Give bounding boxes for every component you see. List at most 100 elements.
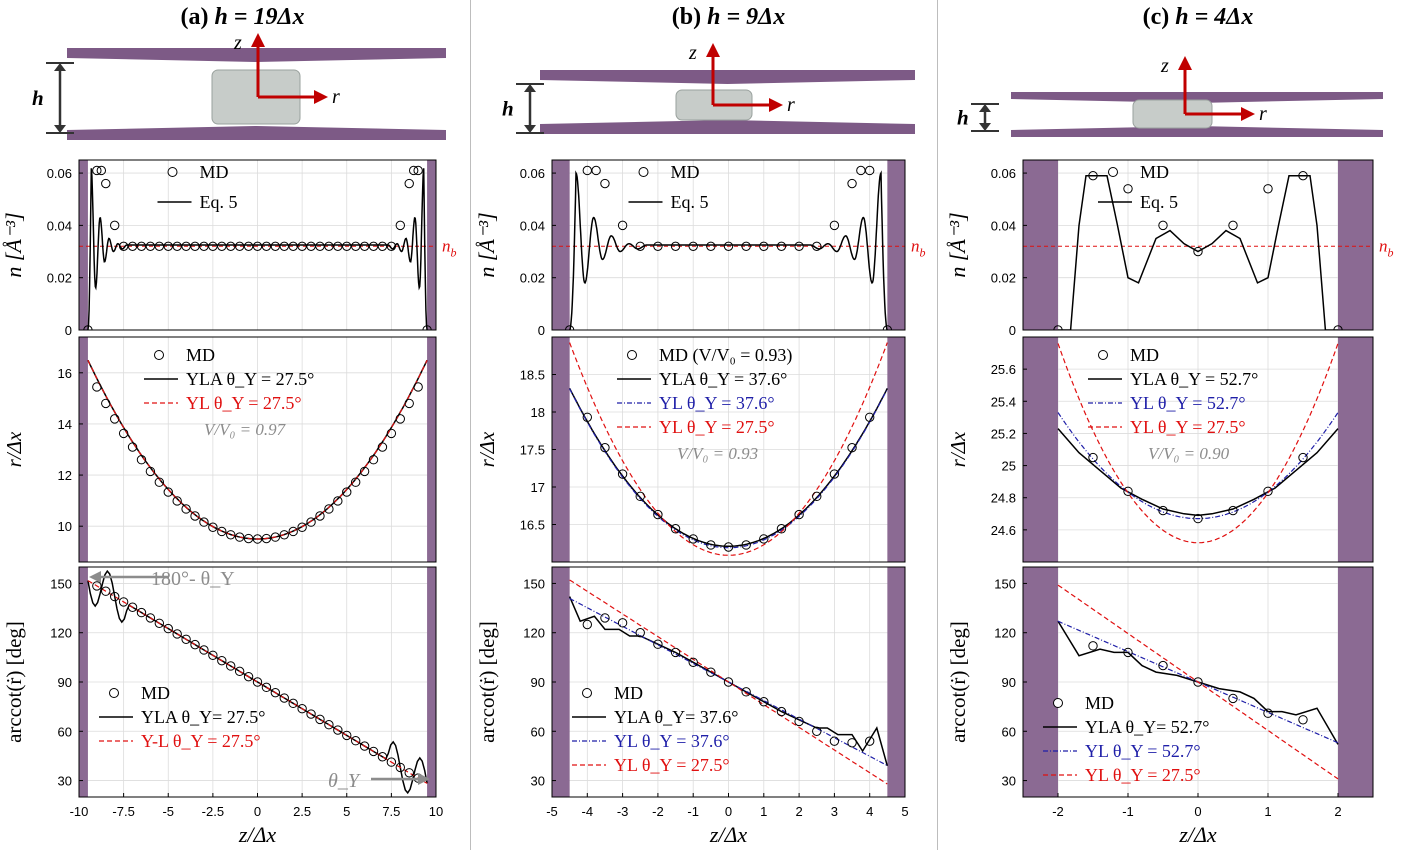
series-line-eq-5: [87, 168, 428, 330]
legend-label: Eq. 5: [671, 192, 709, 212]
legend-label: MD (V/V₀ = 0.93): [659, 345, 792, 366]
md-data-point: [226, 241, 236, 252]
solid-wall-left: [1023, 160, 1058, 330]
md-data-point: [163, 487, 173, 497]
md-data-point: [279, 693, 289, 703]
y-tick-label: 120: [523, 626, 545, 641]
md-data-point: [404, 768, 414, 778]
legend-marker-md: [109, 688, 119, 698]
md-data-point: [617, 220, 628, 231]
y-tick-label: 30: [58, 774, 72, 789]
md-data-point: [270, 532, 281, 542]
legend: MD Eq. 5: [157, 162, 238, 212]
solid-wall-right: [1338, 567, 1373, 797]
md-data-point: [741, 540, 751, 550]
nb-label-base: n: [911, 236, 920, 255]
md-data-point: [1158, 660, 1168, 671]
y-tick-label: 90: [58, 675, 72, 690]
md-data-point: [199, 645, 209, 655]
x-tick-label: 0: [1194, 804, 1201, 819]
md-data-point: [359, 466, 370, 477]
legend: MD (V/V₀ = 0.93) YLA θ_Y = 37.6° YL θ_Y = …: [617, 345, 792, 437]
y-tick-label: 24.8: [991, 491, 1016, 506]
y-tick-label: 10: [58, 519, 72, 534]
md-data-point: [688, 657, 698, 667]
md-data-point: [199, 241, 209, 252]
volume-ratio-note: V/V₀ = 0.90: [1148, 444, 1230, 463]
md-data-point: [288, 241, 298, 252]
md-data-point: [829, 220, 840, 231]
md-data-point: [181, 504, 191, 514]
md-data-point: [297, 522, 307, 532]
y-tick-label: 18.5: [520, 368, 545, 383]
x-tick-label: 1: [760, 804, 767, 819]
y-tick-label: 17.5: [520, 443, 545, 458]
y-tick-label: 0.06: [520, 166, 545, 181]
md-data-point: [154, 241, 165, 252]
legend-label: YL θ_Y = 37.6°: [614, 731, 730, 751]
y-tick-label: 90: [531, 675, 545, 690]
panel-title: (c) h = 4Δx: [1143, 4, 1254, 30]
md-data-point: [324, 241, 334, 252]
legend-label: YL θ_Y = 27.5°: [1085, 765, 1201, 785]
md-data-point: [759, 534, 769, 544]
legend-label: YLA θ_Y = 37.6°: [659, 369, 787, 389]
plot-area: [79, 165, 436, 330]
y-tick-label: 0.06: [47, 166, 72, 181]
plot-area: [1057, 584, 1339, 780]
md-data-point: [118, 428, 129, 439]
legend-label: YL θ_Y = 37.6°: [659, 393, 775, 413]
md-data-point: [145, 241, 156, 252]
y-axis-label: n [Å⁻³]: [1, 212, 26, 277]
md-data-point: [350, 736, 361, 746]
md-data-point: [794, 509, 804, 520]
y-tick-label: 0.04: [520, 218, 545, 233]
panel-c-header: (c) h = 4Δx z r h: [957, 4, 1383, 137]
md-data-point: [101, 586, 111, 596]
md-data-point: [600, 178, 610, 189]
md-data-point: [1123, 184, 1133, 194]
h-arrowhead-top: [54, 63, 66, 71]
md-data-point: [96, 165, 107, 176]
md-data-point: [1158, 505, 1168, 516]
md-data-point: [706, 667, 716, 677]
y-tick-label: 0.04: [991, 218, 1016, 233]
md-data-point: [1298, 170, 1308, 181]
z-arrowhead: [1178, 56, 1192, 70]
md-data-point: [582, 412, 592, 422]
y-tick-label: 16: [58, 366, 72, 381]
md-data-point: [741, 241, 751, 252]
md-data-point: [395, 220, 405, 231]
legend-marker-md: [638, 167, 649, 177]
axes-frame: [78, 159, 437, 331]
md-data-point: [653, 241, 663, 252]
r-label: r: [1259, 103, 1267, 125]
md-data-point: [670, 647, 681, 658]
legend: MD YLA θ_Y = 27.5° YL θ_Y = 27.5°: [144, 345, 314, 413]
md-data-point: [324, 504, 334, 514]
md-data-point: [270, 687, 281, 698]
series-line-yl: [1057, 584, 1339, 780]
x-tick-label: -2.5: [202, 804, 224, 819]
md-data-point: [688, 534, 698, 544]
md-data-point: [172, 496, 182, 506]
md-data-point: [342, 241, 352, 252]
h-arrowhead-top: [979, 104, 991, 112]
md-data-point: [163, 241, 173, 252]
solid-wall-right: [427, 567, 436, 797]
md-data-point: [368, 454, 379, 465]
axes-frame: [1022, 336, 1374, 563]
panel-title-prefix: (b): [672, 4, 701, 30]
legend-marker-md: [627, 350, 637, 360]
axes-frame: [78, 336, 437, 563]
md-data-point: [217, 526, 227, 537]
legend-marker-md: [1053, 698, 1063, 708]
plot-area: [1023, 170, 1373, 330]
series-line-yla: [1057, 428, 1339, 517]
legend-marker-md: [167, 167, 178, 177]
md-data-point: [288, 698, 298, 709]
solid-wall-left: [552, 160, 570, 330]
md-data-point: [163, 623, 173, 634]
md-data-point: [288, 526, 298, 537]
panel-separator-1: [470, 0, 471, 850]
